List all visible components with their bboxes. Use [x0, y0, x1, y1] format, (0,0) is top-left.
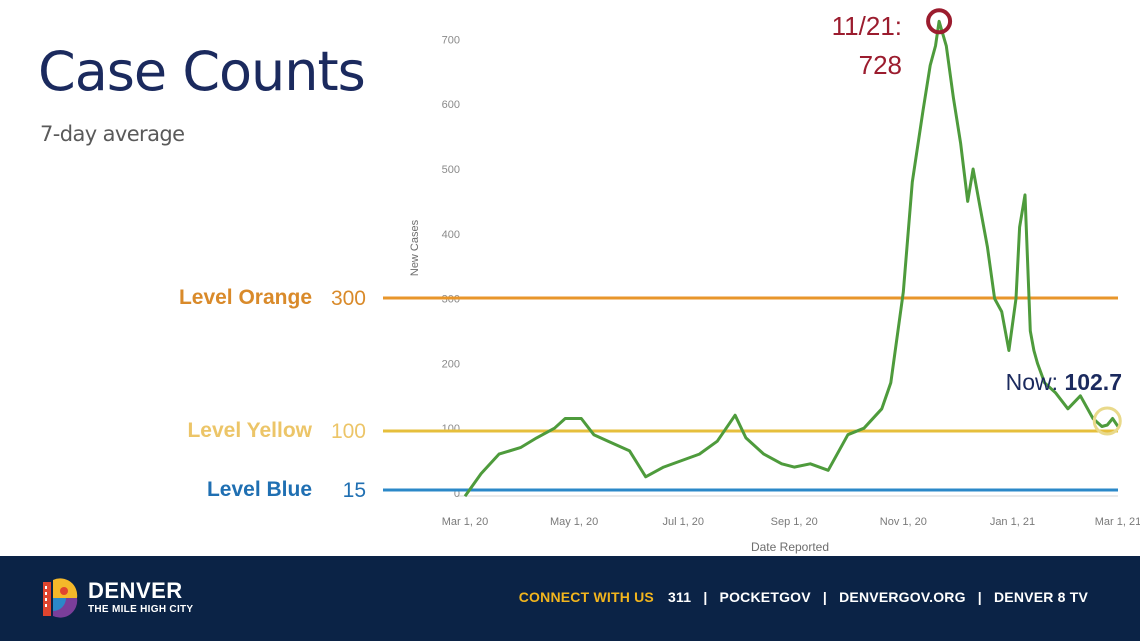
footer-links: CONNECT WITH US 311 | POCKETGOV | DENVER…	[519, 589, 1088, 605]
now-prefix: Now:	[1006, 369, 1065, 395]
chart-series	[463, 19, 1120, 498]
connect-label: CONNECT WITH US	[518, 589, 654, 605]
link-denvergov[interactable]: DENVERGOV.ORG	[839, 589, 966, 605]
x-axis-title: Date Reported	[751, 540, 829, 554]
reference-line-label: Level Blue	[207, 478, 312, 501]
reference-line-value: 300	[331, 287, 366, 310]
chart-annotations: 11/21: 728 Now: 102.7	[832, 8, 1122, 436]
separator: |	[703, 589, 708, 605]
y-tick-label: 500	[442, 164, 460, 176]
y-tick-label: 700	[442, 34, 460, 46]
y-tick-label: 600	[442, 99, 460, 111]
x-tick-label: Sep 1, 20	[771, 516, 818, 528]
footer-bar: DENVER THE MILE HIGH CITY CONNECT WITH U…	[0, 556, 1140, 641]
logo-tagline: THE MILE HIGH CITY	[88, 604, 194, 615]
y-tick-label: 400	[442, 229, 460, 241]
now-value: 102.7	[1064, 369, 1122, 395]
now-label: Now: 102.7	[1006, 369, 1122, 395]
logo-name: DENVER	[88, 578, 183, 603]
x-tick-label: Mar 1, 21	[1095, 516, 1140, 528]
separator: |	[977, 589, 982, 605]
reference-line-value: 100	[331, 420, 366, 443]
x-tick-label: May 1, 20	[550, 516, 598, 528]
x-tick-label: Mar 1, 20	[442, 516, 488, 528]
page-subtitle: 7-day average	[40, 122, 185, 146]
peak-value-label: 728	[859, 50, 902, 80]
case-count-line	[463, 19, 1120, 498]
x-tick-label: Jul 1, 20	[662, 516, 704, 528]
y-tick-label: 0	[454, 488, 460, 500]
page-title: Case Counts	[38, 40, 366, 103]
reference-line-label: Level Yellow	[187, 419, 312, 442]
reference-line-label: Level Orange	[179, 286, 312, 309]
x-tick-label: Jan 1, 21	[990, 516, 1035, 528]
peak-marker	[926, 8, 953, 35]
y-tick-label: 300	[442, 294, 460, 306]
separator: |	[822, 589, 828, 605]
denver-logo-icon	[43, 578, 78, 618]
link-pocketgov[interactable]: POCKETGOV	[719, 589, 811, 605]
link-denver8tv[interactable]: DENVER 8 TV	[994, 589, 1088, 605]
reference-line-value: 15	[343, 479, 366, 502]
link-311[interactable]: 311	[668, 589, 692, 605]
reference-lines: Level Orange 300 Level Yellow 100 Level Blue…	[179, 286, 1118, 502]
y-tick-label: 200	[442, 358, 460, 370]
peak-date-label: 11/21:	[832, 11, 902, 41]
y-tick-label: 100	[442, 423, 460, 435]
y-axis-title: New Cases	[409, 219, 421, 276]
case-count-chart: 0 100 200 300 400 500 600 700 Mar 1, 20 May 1, 20…	[179, 8, 1140, 554]
x-tick-label: Nov 1, 20	[880, 516, 927, 528]
now-marker	[1092, 406, 1122, 436]
